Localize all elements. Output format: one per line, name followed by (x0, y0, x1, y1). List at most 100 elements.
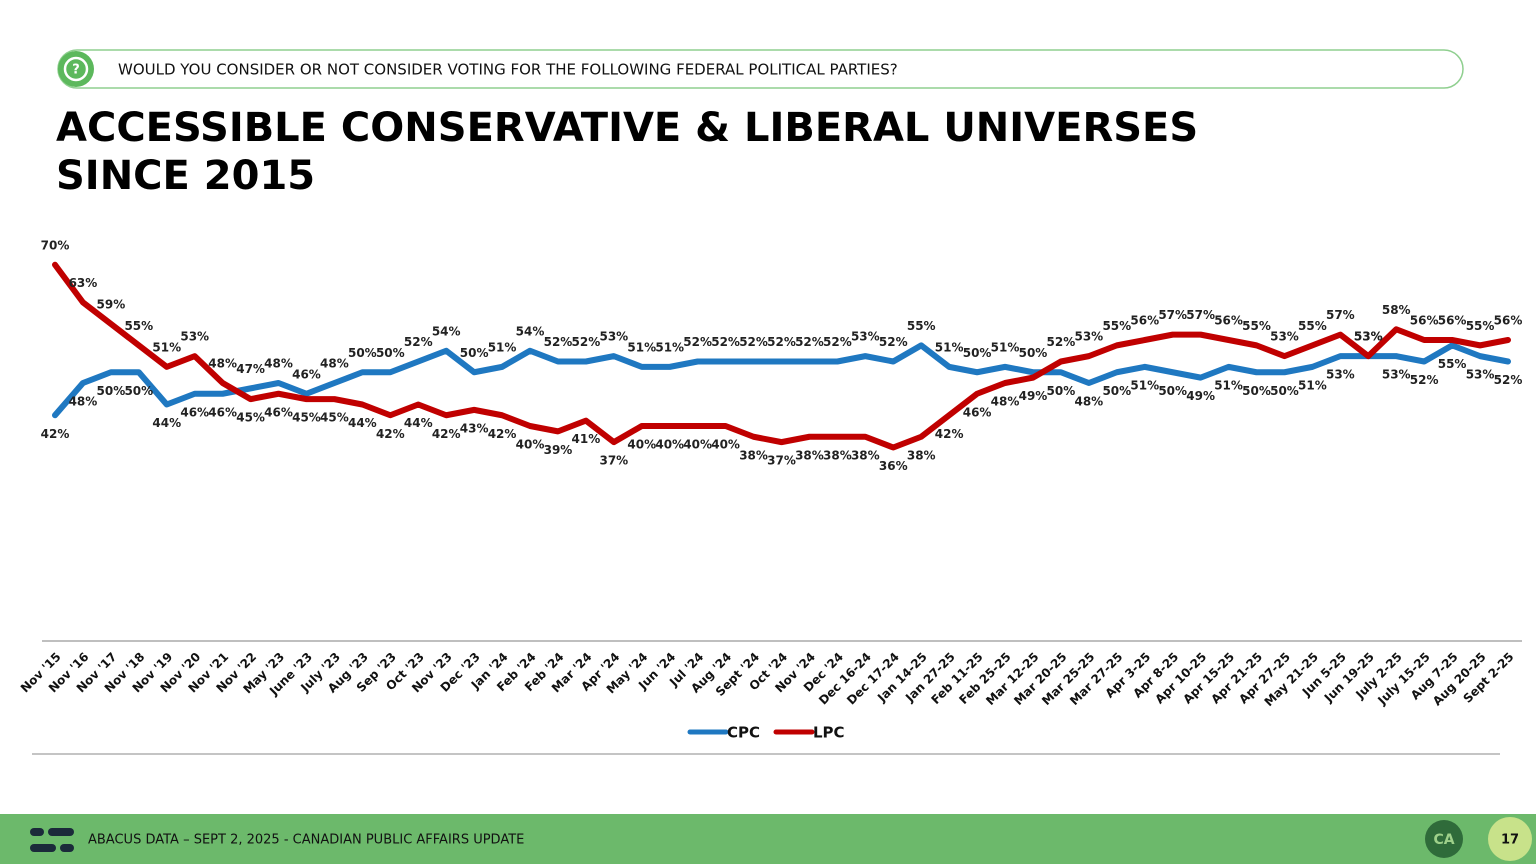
data-label: 56% (1214, 314, 1243, 328)
data-label: 59% (97, 297, 126, 311)
data-label: 52% (1047, 335, 1076, 349)
data-label: 51% (627, 340, 656, 354)
data-label: 50% (97, 384, 126, 398)
data-label: 55% (124, 319, 153, 333)
page-badge (1488, 817, 1532, 861)
data-label: 51% (655, 340, 684, 354)
data-label: 53% (599, 330, 628, 344)
data-label: 48% (208, 357, 237, 371)
data-label: 50% (1102, 384, 1131, 398)
data-label: 51% (152, 340, 181, 354)
data-label: 52% (1494, 373, 1523, 387)
data-label: 50% (1270, 384, 1299, 398)
data-label: 38% (823, 448, 852, 462)
data-label: 52% (739, 335, 768, 349)
data-label: 43% (460, 421, 489, 435)
question-icon-mark: ? (72, 63, 80, 78)
data-label: 44% (348, 416, 377, 430)
chart-title: ACCESSIBLE CONSERVATIVE & LIBERAL UNIVER… (56, 105, 1198, 199)
question: WOULD YOU CONSIDER OR NOT CONSIDER VOTIN… (118, 61, 898, 79)
data-label: 53% (1354, 330, 1383, 344)
data-label: 50% (1242, 384, 1271, 398)
data-label: 40% (711, 438, 740, 452)
data-label: 44% (404, 416, 433, 430)
data-label: 44% (152, 416, 181, 430)
data-label: 52% (711, 335, 740, 349)
data-label: 52% (572, 335, 601, 349)
data-label: 48% (69, 395, 98, 409)
data-label: 55% (1102, 319, 1131, 333)
data-label: 37% (599, 454, 628, 468)
data-label: 49% (1186, 389, 1215, 403)
data-label: 52% (1410, 373, 1439, 387)
data-label: 52% (879, 335, 908, 349)
data-label: 48% (1074, 395, 1103, 409)
data-label: 56% (1130, 314, 1159, 328)
data-label: 51% (991, 340, 1020, 354)
data-label: 42% (488, 427, 517, 441)
question-icon-ring (63, 56, 89, 82)
data-label: 53% (1466, 368, 1495, 382)
data-label: 53% (180, 330, 209, 344)
footer-text: ABACUS DATA – SEPT 2, 2025 - CANADIAN PU… (88, 833, 524, 848)
data-label: 53% (1354, 330, 1383, 344)
data-label: 50% (1158, 384, 1187, 398)
data-label: 50% (1019, 346, 1048, 360)
data-label: 45% (236, 411, 265, 425)
data-label: 70% (41, 238, 70, 252)
data-label: 52% (544, 335, 573, 349)
data-label: 46% (963, 405, 992, 419)
data-label: 36% (879, 459, 908, 473)
series-line (52, 261, 1511, 451)
data-label: 63% (69, 276, 98, 290)
data-label: 58% (1382, 303, 1411, 317)
data-label: 53% (1382, 368, 1411, 382)
data-label: 51% (488, 340, 517, 354)
data-label: 38% (851, 448, 880, 462)
data-label: 51% (1298, 378, 1327, 392)
data-label: 42% (432, 427, 461, 441)
data-label: 46% (292, 367, 321, 381)
data-label: 45% (292, 411, 321, 425)
data-label: 55% (1438, 357, 1467, 371)
data-label: 42% (41, 427, 70, 441)
data-label: 57% (1326, 308, 1355, 322)
data-label: 51% (1214, 378, 1243, 392)
data-label: 42% (376, 427, 405, 441)
footer-bar (0, 814, 1536, 864)
data-label: 50% (376, 346, 405, 360)
data-label: 45% (320, 411, 349, 425)
data-label: 46% (208, 405, 237, 419)
data-label: 54% (516, 324, 545, 338)
data-label: 46% (264, 405, 293, 419)
data-label: 38% (907, 448, 936, 462)
data-label: 50% (460, 346, 489, 360)
data-label: 48% (320, 357, 349, 371)
page-number: 17 (1501, 833, 1519, 848)
data-label: 57% (1186, 308, 1215, 322)
data-label: 41% (572, 432, 601, 446)
data-label: 52% (683, 335, 712, 349)
data-label: 37% (767, 454, 796, 468)
data-label: 54% (432, 324, 461, 338)
data-label: 55% (907, 319, 936, 333)
data-label: 38% (795, 448, 824, 462)
legend-label: CPC (727, 724, 760, 742)
data-label: 55% (1466, 319, 1495, 333)
question-icon (58, 51, 94, 87)
legend-label: LPC (813, 724, 845, 742)
data-label: 50% (1047, 384, 1076, 398)
data-label: 52% (404, 335, 433, 349)
data-label: 48% (991, 395, 1020, 409)
data-label: 53% (1074, 330, 1103, 344)
series-line (52, 342, 1511, 419)
data-label: 48% (264, 357, 293, 371)
data-label: 42% (935, 427, 964, 441)
data-label: 40% (683, 438, 712, 452)
data-label: 50% (124, 384, 153, 398)
data-label: 52% (823, 335, 852, 349)
data-label: 51% (935, 340, 964, 354)
data-label: 55% (1298, 319, 1327, 333)
data-label: 57% (1158, 308, 1187, 322)
